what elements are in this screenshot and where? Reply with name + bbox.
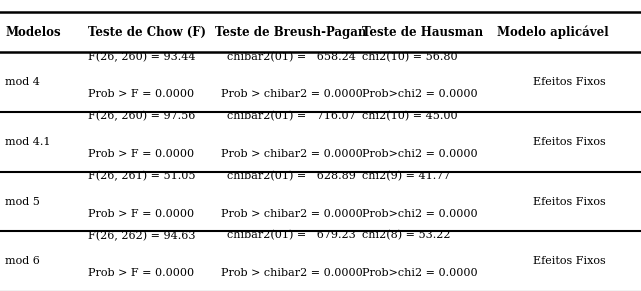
- Text: Prob > F = 0.0000: Prob > F = 0.0000: [88, 209, 195, 219]
- Text: F(26, 261) = 51.05: F(26, 261) = 51.05: [88, 171, 196, 181]
- Text: mod 4: mod 4: [5, 77, 40, 87]
- Text: Prob>chi2 = 0.0000: Prob>chi2 = 0.0000: [362, 89, 478, 100]
- Text: Prob > F = 0.0000: Prob > F = 0.0000: [88, 268, 195, 278]
- Text: Teste de Chow (F): Teste de Chow (F): [88, 26, 206, 38]
- Text: chi2(10) = 56.80: chi2(10) = 56.80: [362, 52, 458, 62]
- Text: Prob>chi2 = 0.0000: Prob>chi2 = 0.0000: [362, 149, 478, 159]
- Text: Prob > chibar2 = 0.0000: Prob > chibar2 = 0.0000: [221, 268, 363, 278]
- Text: Teste de Hausman: Teste de Hausman: [362, 26, 483, 38]
- Text: Efeitos Fixos: Efeitos Fixos: [533, 137, 606, 147]
- Text: chibar2(01) =   628.89: chibar2(01) = 628.89: [227, 171, 356, 181]
- Text: Efeitos Fixos: Efeitos Fixos: [533, 77, 606, 87]
- Text: chi2(8) = 53.22: chi2(8) = 53.22: [362, 230, 451, 241]
- Text: mod 6: mod 6: [5, 256, 40, 266]
- Text: chi2(9) = 41.77: chi2(9) = 41.77: [362, 171, 451, 181]
- Text: Prob > chibar2 = 0.0000: Prob > chibar2 = 0.0000: [221, 209, 363, 219]
- Text: Prob > F = 0.0000: Prob > F = 0.0000: [88, 149, 195, 159]
- Text: chibar2(01) =   679.23: chibar2(01) = 679.23: [228, 230, 356, 241]
- Text: Prob > chibar2 = 0.0000: Prob > chibar2 = 0.0000: [221, 149, 363, 159]
- Text: Prob>chi2 = 0.0000: Prob>chi2 = 0.0000: [362, 209, 478, 219]
- Text: Modelos: Modelos: [5, 26, 61, 38]
- Text: Modelo aplicável: Modelo aplicável: [497, 25, 608, 39]
- Text: F(26, 260) = 97.56: F(26, 260) = 97.56: [88, 111, 196, 121]
- Text: Teste de Breush-Pagan: Teste de Breush-Pagan: [215, 26, 366, 38]
- Text: Prob > F = 0.0000: Prob > F = 0.0000: [88, 89, 195, 100]
- Text: Prob>chi2 = 0.0000: Prob>chi2 = 0.0000: [362, 268, 478, 278]
- Text: chi2(10) = 45.00: chi2(10) = 45.00: [362, 111, 458, 121]
- Text: F(26, 260) = 93.44: F(26, 260) = 93.44: [88, 52, 196, 62]
- Text: chibar2(01) =   716.07: chibar2(01) = 716.07: [228, 111, 356, 121]
- Text: Efeitos Fixos: Efeitos Fixos: [533, 256, 606, 266]
- Text: Efeitos Fixos: Efeitos Fixos: [533, 196, 606, 207]
- Text: Prob > chibar2 = 0.0000: Prob > chibar2 = 0.0000: [221, 89, 363, 100]
- Text: mod 5: mod 5: [5, 196, 40, 207]
- Text: mod 4.1: mod 4.1: [5, 137, 51, 147]
- Text: chibar2(01) =   658.24: chibar2(01) = 658.24: [227, 52, 356, 62]
- Text: F(26, 262) = 94.63: F(26, 262) = 94.63: [88, 230, 196, 241]
